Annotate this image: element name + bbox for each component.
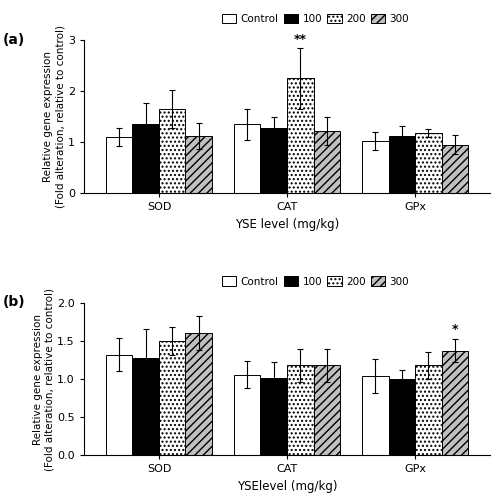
Bar — [185, 136, 212, 193]
Y-axis label: Relative gene expression
(Fold alteration, relative to control): Relative gene expression (Fold alteratio… — [33, 288, 55, 470]
Bar — [442, 144, 468, 193]
Bar — [362, 141, 389, 193]
Legend: Control, 100, 200, 300: Control, 100, 200, 300 — [220, 274, 412, 288]
Bar — [132, 358, 159, 456]
Bar — [185, 334, 212, 456]
Bar — [159, 109, 185, 193]
Bar — [159, 341, 185, 456]
Bar — [389, 136, 415, 193]
Y-axis label: Relative gene expression
(Fold alteration, relative to control): Relative gene expression (Fold alteratio… — [43, 25, 65, 208]
Bar — [415, 134, 442, 193]
Bar — [106, 137, 132, 193]
X-axis label: YSE level (mg/kg): YSE level (mg/kg) — [235, 218, 339, 230]
Bar — [362, 376, 389, 456]
Text: (a): (a) — [3, 32, 25, 46]
Bar — [442, 351, 468, 456]
Text: *: * — [452, 324, 458, 336]
Bar — [415, 366, 442, 456]
Text: **: ** — [294, 33, 307, 46]
Text: (b): (b) — [3, 295, 25, 309]
Bar — [260, 378, 287, 456]
Bar — [389, 379, 415, 456]
Bar — [260, 128, 287, 193]
Bar — [234, 124, 260, 193]
X-axis label: YSElevel (mg/kg): YSElevel (mg/kg) — [237, 480, 337, 493]
Legend: Control, 100, 200, 300: Control, 100, 200, 300 — [220, 12, 412, 26]
Bar — [234, 374, 260, 456]
Bar — [287, 366, 314, 456]
Bar — [132, 124, 159, 193]
Bar — [314, 366, 340, 456]
Bar — [106, 354, 132, 456]
Bar — [314, 131, 340, 193]
Bar — [287, 78, 314, 193]
